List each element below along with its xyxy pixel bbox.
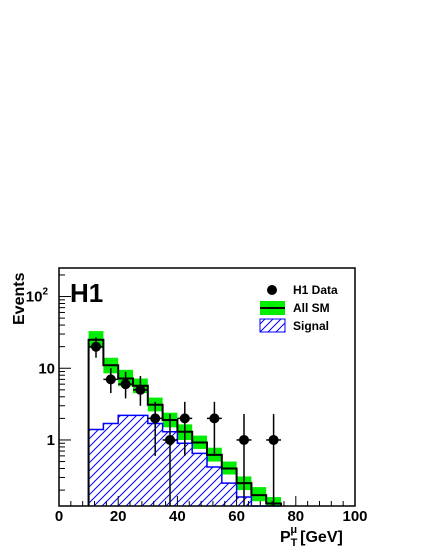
data-point (268, 434, 279, 445)
x-axis-title: PTμ [GeV] (280, 524, 343, 549)
plot-frame (58, 267, 356, 507)
y-tick-label: 1 (47, 432, 55, 449)
x-tick-label: 20 (110, 508, 127, 525)
data-point (209, 413, 220, 424)
legend-marker-data (267, 285, 277, 295)
x-tick-label: 100 (342, 508, 367, 525)
legend-label-allsm: All SM (293, 301, 330, 315)
y-tick-label: 10 (38, 360, 55, 377)
legend-label-data: H1 Data (293, 283, 338, 297)
data-point (179, 413, 190, 424)
y-tick-label: 102 (26, 287, 49, 306)
data-point (150, 413, 161, 424)
legend: H1 Data All SM Signal (259, 283, 338, 333)
data-point (135, 384, 146, 395)
legend-label-signal: Signal (293, 319, 329, 333)
axis-ticks: 0 20 40 60 80 100 1 10 102 (26, 274, 368, 525)
data-point (120, 379, 131, 390)
data-point (91, 341, 101, 352)
data-point (239, 434, 249, 445)
x-tick-label: 0 (55, 508, 63, 525)
x-tick-label: 60 (228, 508, 245, 525)
data-point (165, 434, 175, 445)
data-point (105, 374, 116, 385)
y-axis-title: Events (11, 272, 28, 325)
x-tick-label: 40 (169, 508, 186, 525)
experiment-label: H1 (70, 278, 103, 308)
h1-data-points (88, 337, 281, 506)
legend-marker-signal (259, 318, 286, 333)
x-tick-label: 80 (287, 508, 304, 525)
